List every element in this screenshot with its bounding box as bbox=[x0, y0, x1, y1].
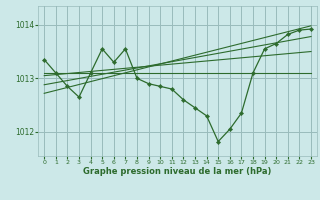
X-axis label: Graphe pression niveau de la mer (hPa): Graphe pression niveau de la mer (hPa) bbox=[84, 167, 272, 176]
